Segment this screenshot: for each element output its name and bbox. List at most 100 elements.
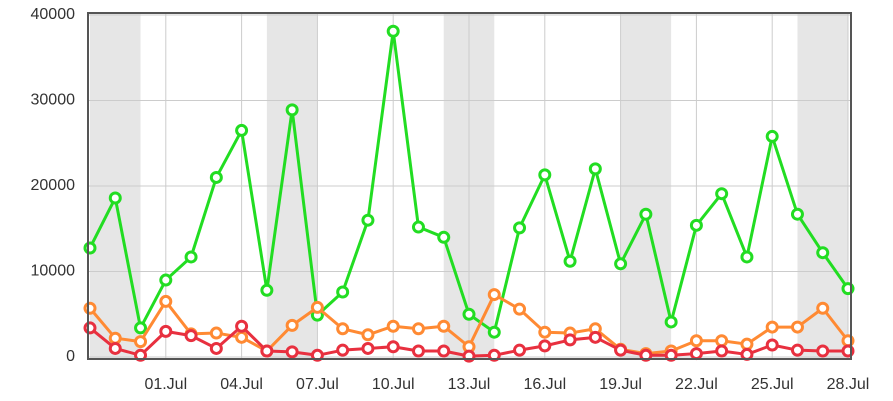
data-point	[361, 213, 375, 227]
data-point	[790, 343, 804, 357]
data-point	[816, 344, 830, 358]
grid	[88, 14, 851, 358]
data-point	[538, 339, 552, 353]
data-point	[513, 302, 527, 316]
data-point	[765, 320, 779, 334]
data-point	[310, 300, 324, 314]
data-point	[134, 321, 148, 335]
data-point	[765, 338, 779, 352]
data-point	[513, 221, 527, 235]
data-point	[209, 341, 223, 355]
data-point	[235, 123, 249, 137]
data-point	[664, 315, 678, 329]
data-point	[336, 322, 350, 336]
x-tick-label: 07.Jul	[296, 376, 339, 393]
x-tick-label: 13.Jul	[448, 376, 491, 393]
data-point	[639, 207, 653, 221]
x-tick-label: 22.Jul	[675, 376, 718, 393]
data-point	[689, 334, 703, 348]
data-point	[816, 246, 830, 260]
data-point	[487, 325, 501, 339]
data-point	[740, 250, 754, 264]
y-tick-label: 40000	[31, 6, 76, 23]
data-point	[83, 301, 97, 315]
data-point	[639, 348, 653, 362]
data-point	[159, 273, 173, 287]
data-point	[411, 344, 425, 358]
x-tick-label: 16.Jul	[523, 376, 566, 393]
data-point	[588, 162, 602, 176]
data-point	[285, 345, 299, 359]
data-point	[134, 335, 148, 349]
data-point	[538, 168, 552, 182]
data-point	[184, 250, 198, 264]
data-point	[260, 283, 274, 297]
data-point	[108, 341, 122, 355]
x-tick-label: 04.Jul	[220, 376, 263, 393]
y-tick-label: 10000	[31, 263, 76, 280]
data-point	[765, 129, 779, 143]
data-point	[134, 348, 148, 362]
y-tick-label: 30000	[31, 92, 76, 109]
data-point	[386, 24, 400, 38]
data-point	[790, 207, 804, 221]
data-point	[614, 257, 628, 271]
x-tick-label: 10.Jul	[372, 376, 415, 393]
data-point	[437, 319, 451, 333]
data-point	[83, 241, 97, 255]
data-point	[260, 344, 274, 358]
data-point	[83, 321, 97, 335]
data-point	[437, 230, 451, 244]
data-point	[386, 319, 400, 333]
data-point	[689, 347, 703, 361]
labels: 0 10000 20000 30000 40000 01.Jul 04.Jul 07.Jul 1…	[31, 6, 870, 393]
data-point	[411, 322, 425, 336]
data-point	[336, 343, 350, 357]
data-point	[563, 333, 577, 347]
data-point	[816, 301, 830, 315]
data-point	[235, 330, 249, 344]
data-point	[790, 320, 804, 334]
data-point	[411, 220, 425, 234]
series	[83, 24, 855, 363]
data-point	[209, 170, 223, 184]
data-point	[108, 331, 122, 345]
data-point	[209, 326, 223, 340]
data-point	[310, 348, 324, 362]
data-point	[689, 218, 703, 232]
data-point	[538, 325, 552, 339]
data-point	[740, 347, 754, 361]
data-point	[437, 344, 451, 358]
x-tick-label: 25.Jul	[751, 376, 794, 393]
data-point	[336, 285, 350, 299]
data-point	[487, 348, 501, 362]
x-tick-label: 01.Jul	[144, 376, 187, 393]
data-point	[184, 329, 198, 343]
data-point	[361, 328, 375, 342]
data-point	[159, 294, 173, 308]
data-point	[487, 288, 501, 302]
data-point	[159, 324, 173, 338]
data-point	[285, 318, 299, 332]
data-point	[108, 191, 122, 205]
data-point	[563, 254, 577, 268]
y-tick-label: 0	[66, 348, 75, 365]
data-point	[361, 341, 375, 355]
y-tick-label: 20000	[31, 177, 76, 194]
data-point	[462, 307, 476, 321]
data-point	[285, 103, 299, 117]
data-point	[588, 330, 602, 344]
data-point	[664, 348, 678, 362]
x-tick-label: 28.Jul	[827, 376, 870, 393]
data-point	[715, 187, 729, 201]
data-point	[386, 340, 400, 354]
data-point	[740, 337, 754, 351]
data-point	[513, 343, 527, 357]
data-point	[614, 343, 628, 357]
data-point	[715, 344, 729, 358]
plot-frame	[87, 12, 852, 360]
data-point	[715, 334, 729, 348]
x-tick-label: 19.Jul	[599, 376, 642, 393]
data-point	[235, 319, 249, 333]
